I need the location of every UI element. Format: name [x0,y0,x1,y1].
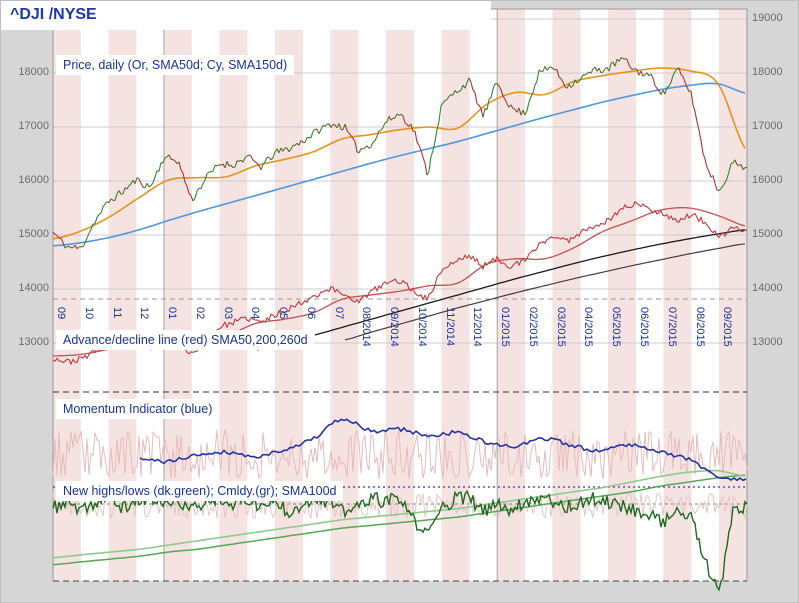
x-axis-label: 10 [82,307,95,320]
x-axis-label: 08/2014 [360,307,373,347]
x-axis-label: 02 [193,307,206,320]
x-axis-label: 12 [138,307,151,320]
x-axis-label: 09 [55,307,67,320]
price-line-up [64,57,748,250]
month-band [663,9,692,581]
symbol-title-bar: ^DJI /NYSE [1,1,491,30]
y-axis-label-right: 18000 [752,66,783,78]
month-band [635,9,664,581]
y-axis-label-right: 15000 [752,228,783,240]
ad-sma200-line [256,229,746,351]
momentum-line [139,418,747,482]
y-axis-label-left: 15000 [18,228,49,240]
month-band [497,9,525,581]
y-axis-label-left: 14000 [18,282,49,294]
price-panel-label: Price, daily (Or, SMA50d; Cy, SMA150d) [56,55,295,75]
x-axis-label: 07 [332,307,345,320]
x-axis-label: 03/2015 [554,307,567,347]
y-axis-label-left: 17000 [18,120,49,132]
new-highs-lows-line [52,488,748,592]
month-band [719,9,747,581]
x-axis-label: 09/2014 [388,307,401,347]
x-axis-label: 06/2015 [638,307,650,347]
x-axis-label: 11 [110,307,123,319]
month-band [524,9,553,581]
ad-panel-label: Advance/decline line (red) SMA50,200,260… [56,330,315,350]
highs-panel-label: New highs/lows (dk.green); Cmldy.(gr); S… [56,481,344,501]
x-axis-label: 05/2015 [610,307,623,347]
x-axis-label: 06 [304,307,317,320]
y-axis-label-left: 18000 [18,66,49,78]
x-axis-label: 01/2015 [499,307,512,347]
y-axis-label-right: 14000 [752,282,783,294]
x-axis-label: 04 [249,307,262,320]
x-axis-label: 03 [221,307,234,320]
cumulative-line [52,469,746,559]
x-axis-label: 05 [277,307,290,320]
month-band [413,9,442,581]
sma150-line [52,82,746,247]
y-axis-label-left: 16000 [18,174,49,186]
x-axis-label: 09/2015 [721,307,734,347]
momentum-raw-noise [52,428,748,480]
x-axis-label: 08/2015 [693,307,706,347]
month-band [552,9,581,581]
y-axis-label-right: 16000 [752,174,783,186]
y-axis-label-right: 19000 [752,12,783,24]
momentum-panel-label: Momentum Indicator (blue) [56,399,220,419]
y-axis-label-right: 13000 [752,336,783,348]
y-axis-label-right: 17000 [752,120,783,132]
price-line-down [52,57,744,249]
y-axis-label-left: 13000 [18,336,49,348]
month-band [691,9,720,581]
month-band [386,9,414,581]
x-axis-label: 11/2014 [443,307,456,346]
x-axis-label: 04/2015 [582,307,595,347]
x-axis-label: 02/2015 [526,307,539,347]
ad-sma260-line [344,243,746,341]
cumulative-sma100-line [52,474,746,566]
x-axis-label: 10/2014 [415,307,428,347]
symbol-title: ^DJI /NYSE [10,6,97,23]
x-axis-label: 01 [166,307,178,320]
sma50-line [52,67,746,240]
month-band [469,9,498,581]
x-axis-label: 12/2014 [471,307,484,347]
x-axis-label: 07/2015 [665,307,678,347]
